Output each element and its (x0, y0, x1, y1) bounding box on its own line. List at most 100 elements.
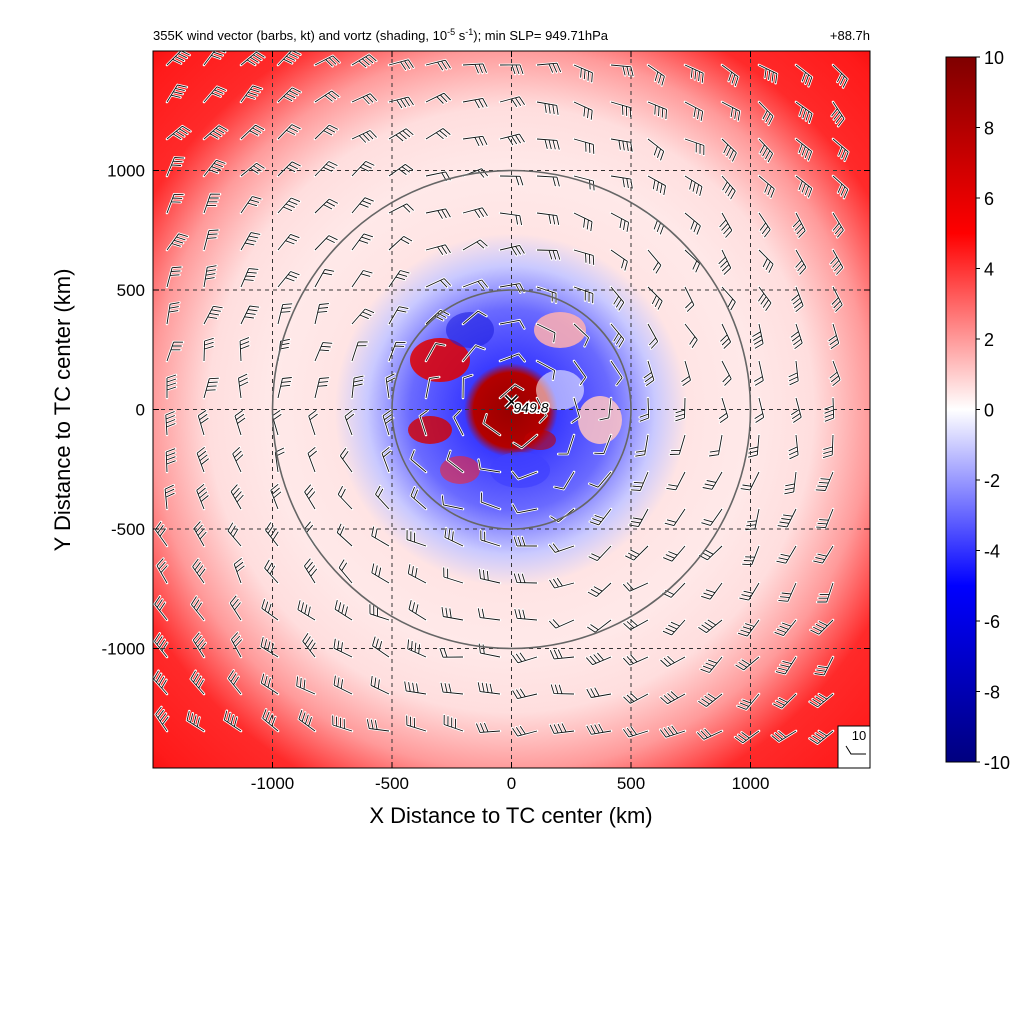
wind-barb-56 (832, 138, 849, 161)
wind-barb-138 (351, 308, 375, 325)
wind-barb-52 (684, 138, 705, 156)
wind-barb-92 (758, 212, 771, 238)
y-tick-label: 1000 (107, 162, 145, 181)
wind-barb-346 (298, 709, 316, 732)
wind-barb-268 (233, 557, 245, 584)
wind-barb-259 (588, 545, 612, 562)
wind-barb-347 (332, 715, 353, 732)
wind-barb-2 (240, 51, 265, 66)
wind-barb-356 (659, 725, 686, 738)
wind-barb-110 (718, 249, 732, 275)
wind-barb-142 (499, 319, 525, 329)
wind-barb-145 (610, 323, 625, 348)
wind-barb-149 (752, 323, 764, 349)
wind-barb-69 (610, 175, 633, 189)
wind-barb-93 (792, 212, 806, 238)
wind-barb-112 (795, 249, 807, 275)
wind-barb-36 (795, 101, 813, 123)
wind-barb-72 (721, 175, 736, 200)
wind-barb-105 (536, 249, 561, 260)
wind-barb-316 (585, 652, 612, 666)
wind-barb-79 (277, 197, 301, 214)
wind-barb-339 (737, 693, 760, 710)
wind-barb-229 (196, 483, 209, 510)
wind-barb-115 (203, 265, 217, 288)
wind-barb-144 (573, 323, 590, 347)
range-rings (271, 169, 752, 650)
wind-barb-274 (443, 567, 464, 584)
wind-barb-130 (758, 286, 772, 312)
wind-barb-222 (630, 471, 649, 491)
wind-barb-160 (462, 345, 485, 362)
wind-barb-161 (499, 353, 526, 362)
wind-barb-85 (499, 212, 523, 226)
wind-barb-242 (664, 508, 686, 527)
wind-barb-77 (203, 193, 221, 214)
wind-barb-192 (234, 410, 246, 436)
y-tick-label: 500 (117, 281, 145, 300)
wind-barb-119 (351, 270, 373, 288)
wind-barb-355 (623, 726, 649, 738)
wind-barb-86 (536, 212, 560, 225)
wind-barb-188 (790, 397, 802, 423)
wind-barb-305 (192, 632, 207, 658)
y-tick-label: -500 (111, 520, 145, 539)
min-slp-label: 949.8 (514, 400, 549, 416)
forecast-hour: +88.7h (830, 28, 870, 43)
wind-barb-55 (795, 138, 813, 161)
wind-barb-129 (721, 286, 736, 311)
wind-barb-140 (425, 309, 450, 325)
wind-barb-256 (480, 530, 501, 547)
wind-barb-227 (815, 471, 834, 491)
wind-barb-264 (776, 545, 797, 564)
wind-barb-156 (314, 342, 333, 362)
wind-barb-281 (701, 582, 723, 600)
wind-barb-30 (573, 101, 593, 120)
barb-reference-icon (845, 745, 866, 755)
wind-barb-261 (663, 545, 686, 562)
wind-barb-240 (589, 508, 612, 526)
wind-barb-70 (647, 175, 666, 196)
wind-barb-97 (240, 232, 261, 251)
wind-barb-163 (573, 360, 587, 386)
wind-barb-211 (232, 446, 244, 473)
wind-barb-66 (499, 175, 524, 186)
wind-barb-291 (369, 604, 390, 621)
wind-barb-31 (610, 101, 632, 118)
wind-barb-337 (660, 691, 686, 705)
colorbar-tick-label: -4 (984, 542, 1000, 562)
wind-barb-122 (462, 279, 489, 290)
wind-barb-34 (721, 101, 741, 121)
wind-barb-331 (440, 682, 464, 695)
wind-barb-60 (277, 161, 301, 177)
wind-barb-9 (499, 64, 524, 75)
wind-barb-226 (784, 471, 797, 495)
wind-barb-255 (444, 527, 464, 547)
range-ring-0 (391, 289, 632, 530)
wind-barb-309 (333, 638, 353, 658)
wind-barb-107 (610, 249, 628, 271)
wind-barb-62 (351, 160, 375, 177)
wind-barb-221 (589, 471, 612, 488)
wind-barb-237 (480, 492, 501, 510)
chart-title: 355K wind vector (barbs, kt) and vortz (… (153, 27, 609, 43)
wind-barb-111 (758, 249, 774, 273)
wind-barb-352 (512, 725, 538, 737)
wind-barb-76 (166, 193, 184, 214)
wind-barb-340 (773, 693, 797, 709)
wind-barb-136 (277, 303, 293, 325)
wind-barb-187 (754, 397, 765, 423)
wind-barb-308 (302, 633, 316, 658)
wind-barb-311 (407, 639, 427, 658)
wind-barb-334 (550, 684, 575, 695)
wind-barb-0 (166, 51, 190, 66)
wind-barb-245 (777, 508, 797, 528)
colorbar-tick-label: 0 (984, 401, 994, 421)
wind-barb-150 (790, 323, 803, 350)
x-axis: -1000 -500 0 500 1000 (251, 51, 769, 793)
wind-barb-15 (721, 64, 739, 87)
wind-barb-254 (406, 530, 427, 547)
y-axis: -1000 -500 0 500 1000 (102, 162, 870, 659)
wind-barb-146 (647, 323, 659, 349)
wind-barb-127 (647, 286, 663, 310)
